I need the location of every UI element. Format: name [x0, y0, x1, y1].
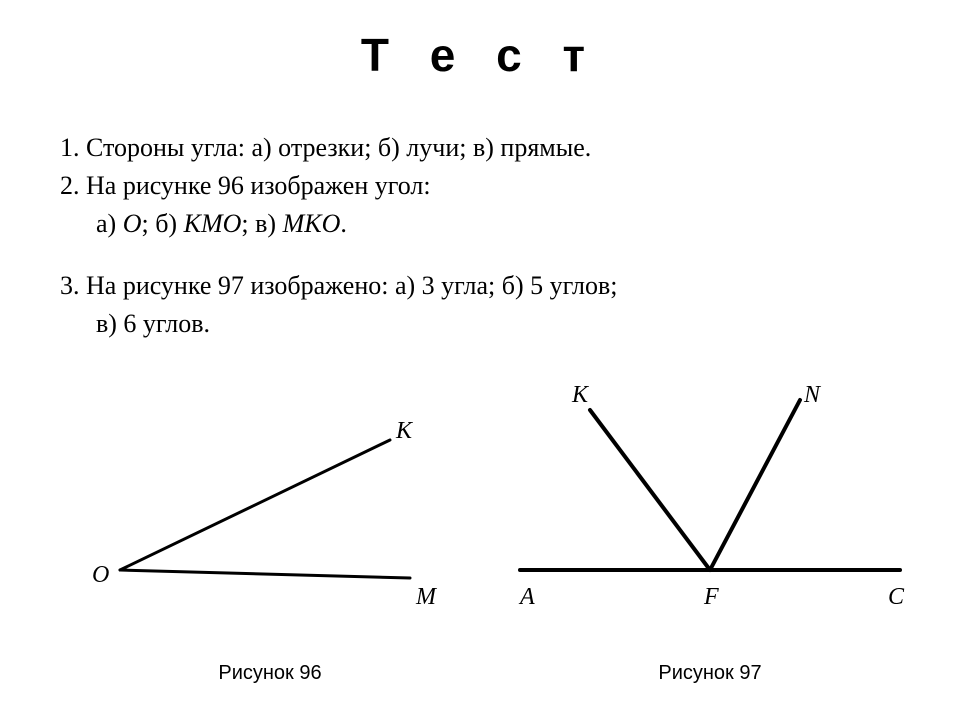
question-3-line1: 3. На рисунке 97 изображено: а) 3 угла; …: [60, 268, 900, 303]
fig96-label-O: O: [92, 562, 109, 588]
q2-sep1: ; б): [141, 209, 183, 238]
fig96-label-M: M: [415, 584, 438, 610]
question-1: 1. Стороны угла: а) отрезки; б) лучи; в)…: [60, 130, 900, 165]
figure-97-caption: Рисунок 97: [500, 662, 920, 685]
fig96-ray-OK: [120, 440, 390, 570]
fig97-ray-FN: [710, 400, 800, 570]
fig97-label-K: K: [571, 382, 590, 408]
fig97-label-A: A: [518, 584, 535, 610]
figure-97: A F C K N: [500, 360, 920, 620]
fig97-label-C: C: [888, 584, 905, 610]
question-2-line2: а) O; б) KMO; в) MKO.: [96, 206, 900, 241]
q2-opt-b-val: KMO: [184, 209, 242, 238]
q2-opt-c-val: MKO: [283, 209, 341, 238]
figures-row: O K M A F C K N Рисунок 96 Рисунок 97: [60, 360, 900, 660]
figure-96: O K M: [60, 360, 480, 620]
figure-96-caption: Рисунок 96: [60, 662, 480, 685]
q2-sep2: ; в): [241, 209, 282, 238]
fig96-ray-OM: [120, 570, 410, 578]
figure-97-svg: A F C K N: [500, 360, 920, 620]
page: Т е с т 1. Стороны угла: а) отрезки; б) …: [0, 0, 960, 720]
fig97-label-N: N: [803, 382, 822, 408]
q2-suffix: .: [340, 209, 347, 238]
figure-96-svg: O K M: [60, 360, 480, 620]
q2-opt-a-val: O: [123, 209, 142, 238]
fig97-label-F: F: [703, 584, 719, 610]
fig96-label-K: K: [395, 418, 414, 444]
fig97-ray-FK: [590, 410, 710, 570]
page-title: Т е с т: [0, 28, 960, 82]
q2-opt-a-prefix: а): [96, 209, 123, 238]
question-2-line1: 2. На рисунке 96 изображен угол:: [60, 168, 900, 203]
question-3-line2: в) 6 углов.: [96, 306, 900, 341]
